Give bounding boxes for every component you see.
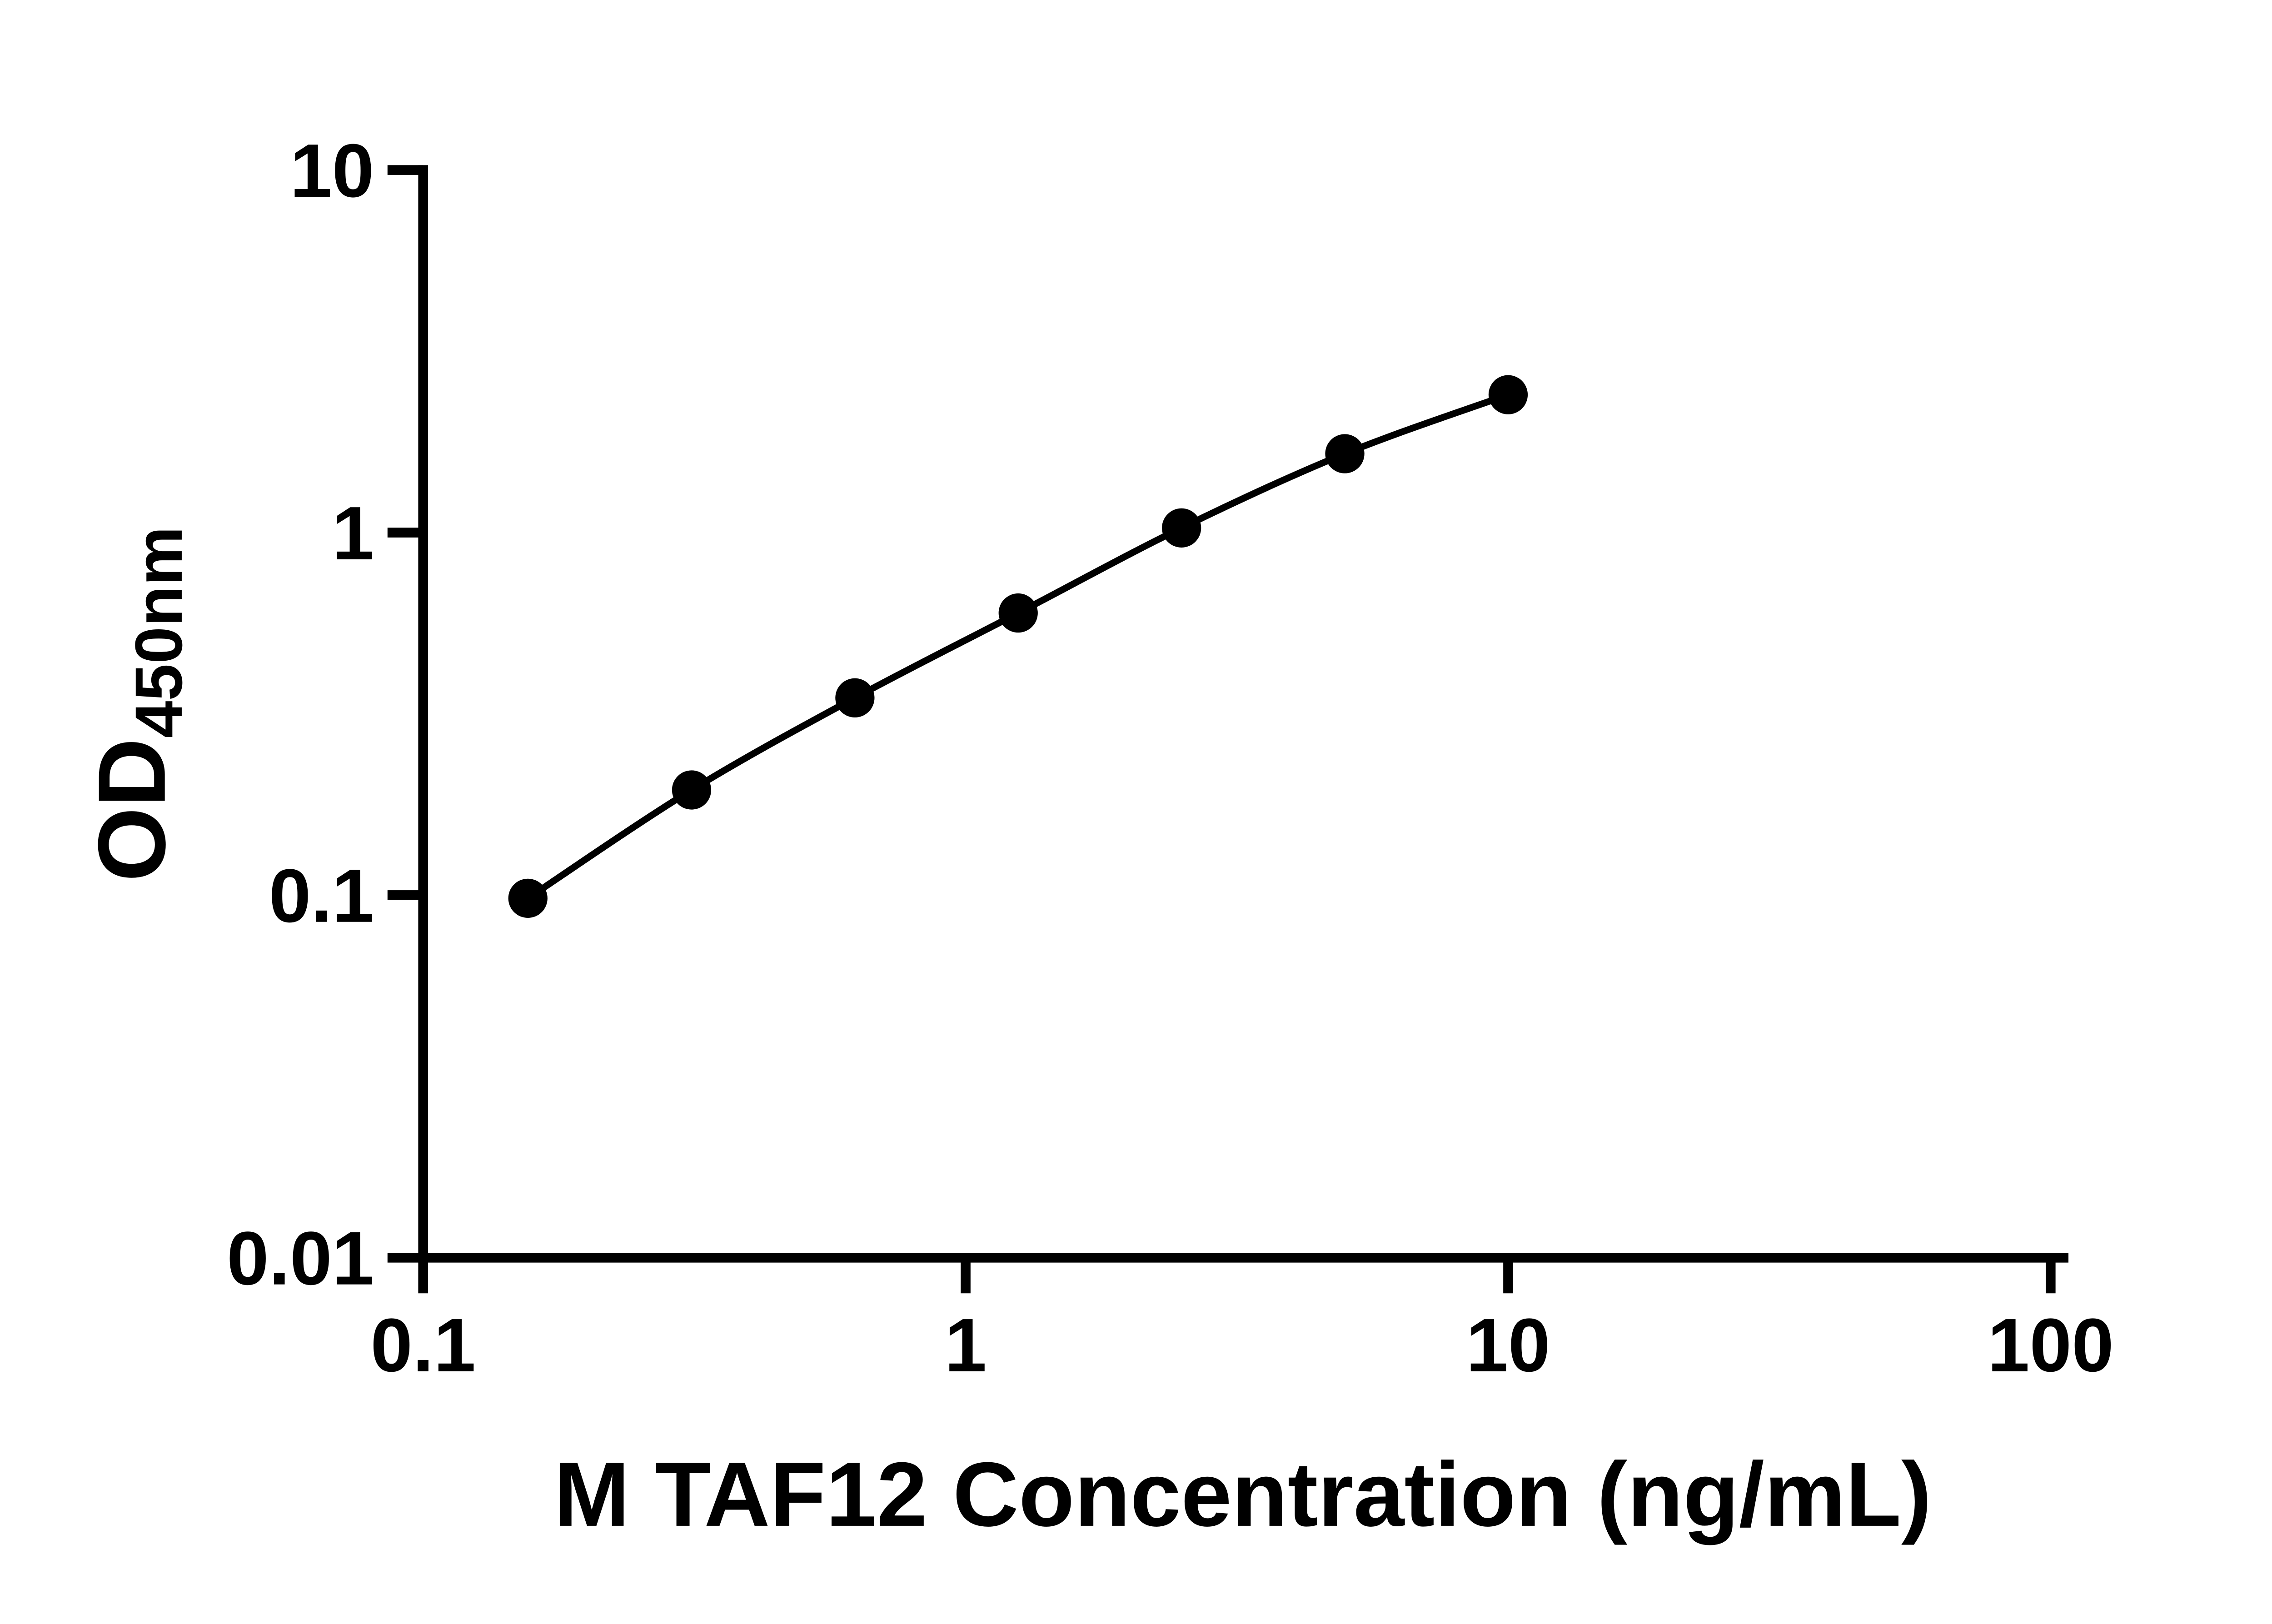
y-tick-label: 10 (290, 129, 374, 213)
data-point (1325, 434, 1365, 474)
data-point (672, 770, 712, 810)
data-point (1488, 375, 1528, 415)
y-tick-label: 0.1 (269, 854, 374, 938)
data-point (998, 593, 1038, 633)
data-series-layer (508, 375, 1528, 918)
data-point (508, 879, 548, 918)
curve-path (526, 392, 1510, 902)
x-axis-title: M TAF12 Concentration (ng/mL) (553, 1443, 1932, 1545)
x-tick-label: 10 (1466, 1303, 1550, 1388)
x-tick-label: 1 (945, 1303, 987, 1388)
x-tick-label: 100 (1988, 1303, 2114, 1388)
data-point (835, 678, 875, 718)
x-tick-label: 0.1 (370, 1303, 476, 1388)
y-axis-title: OD450nm (78, 527, 196, 882)
y-axis-title-sub: 450nm (122, 527, 196, 738)
axes-layer (418, 165, 2069, 1263)
y-axis-title-main: OD (78, 738, 185, 882)
y-tick-label: 1 (332, 491, 374, 576)
y-tick-label: 0.01 (227, 1216, 374, 1301)
data-point (1162, 508, 1201, 548)
